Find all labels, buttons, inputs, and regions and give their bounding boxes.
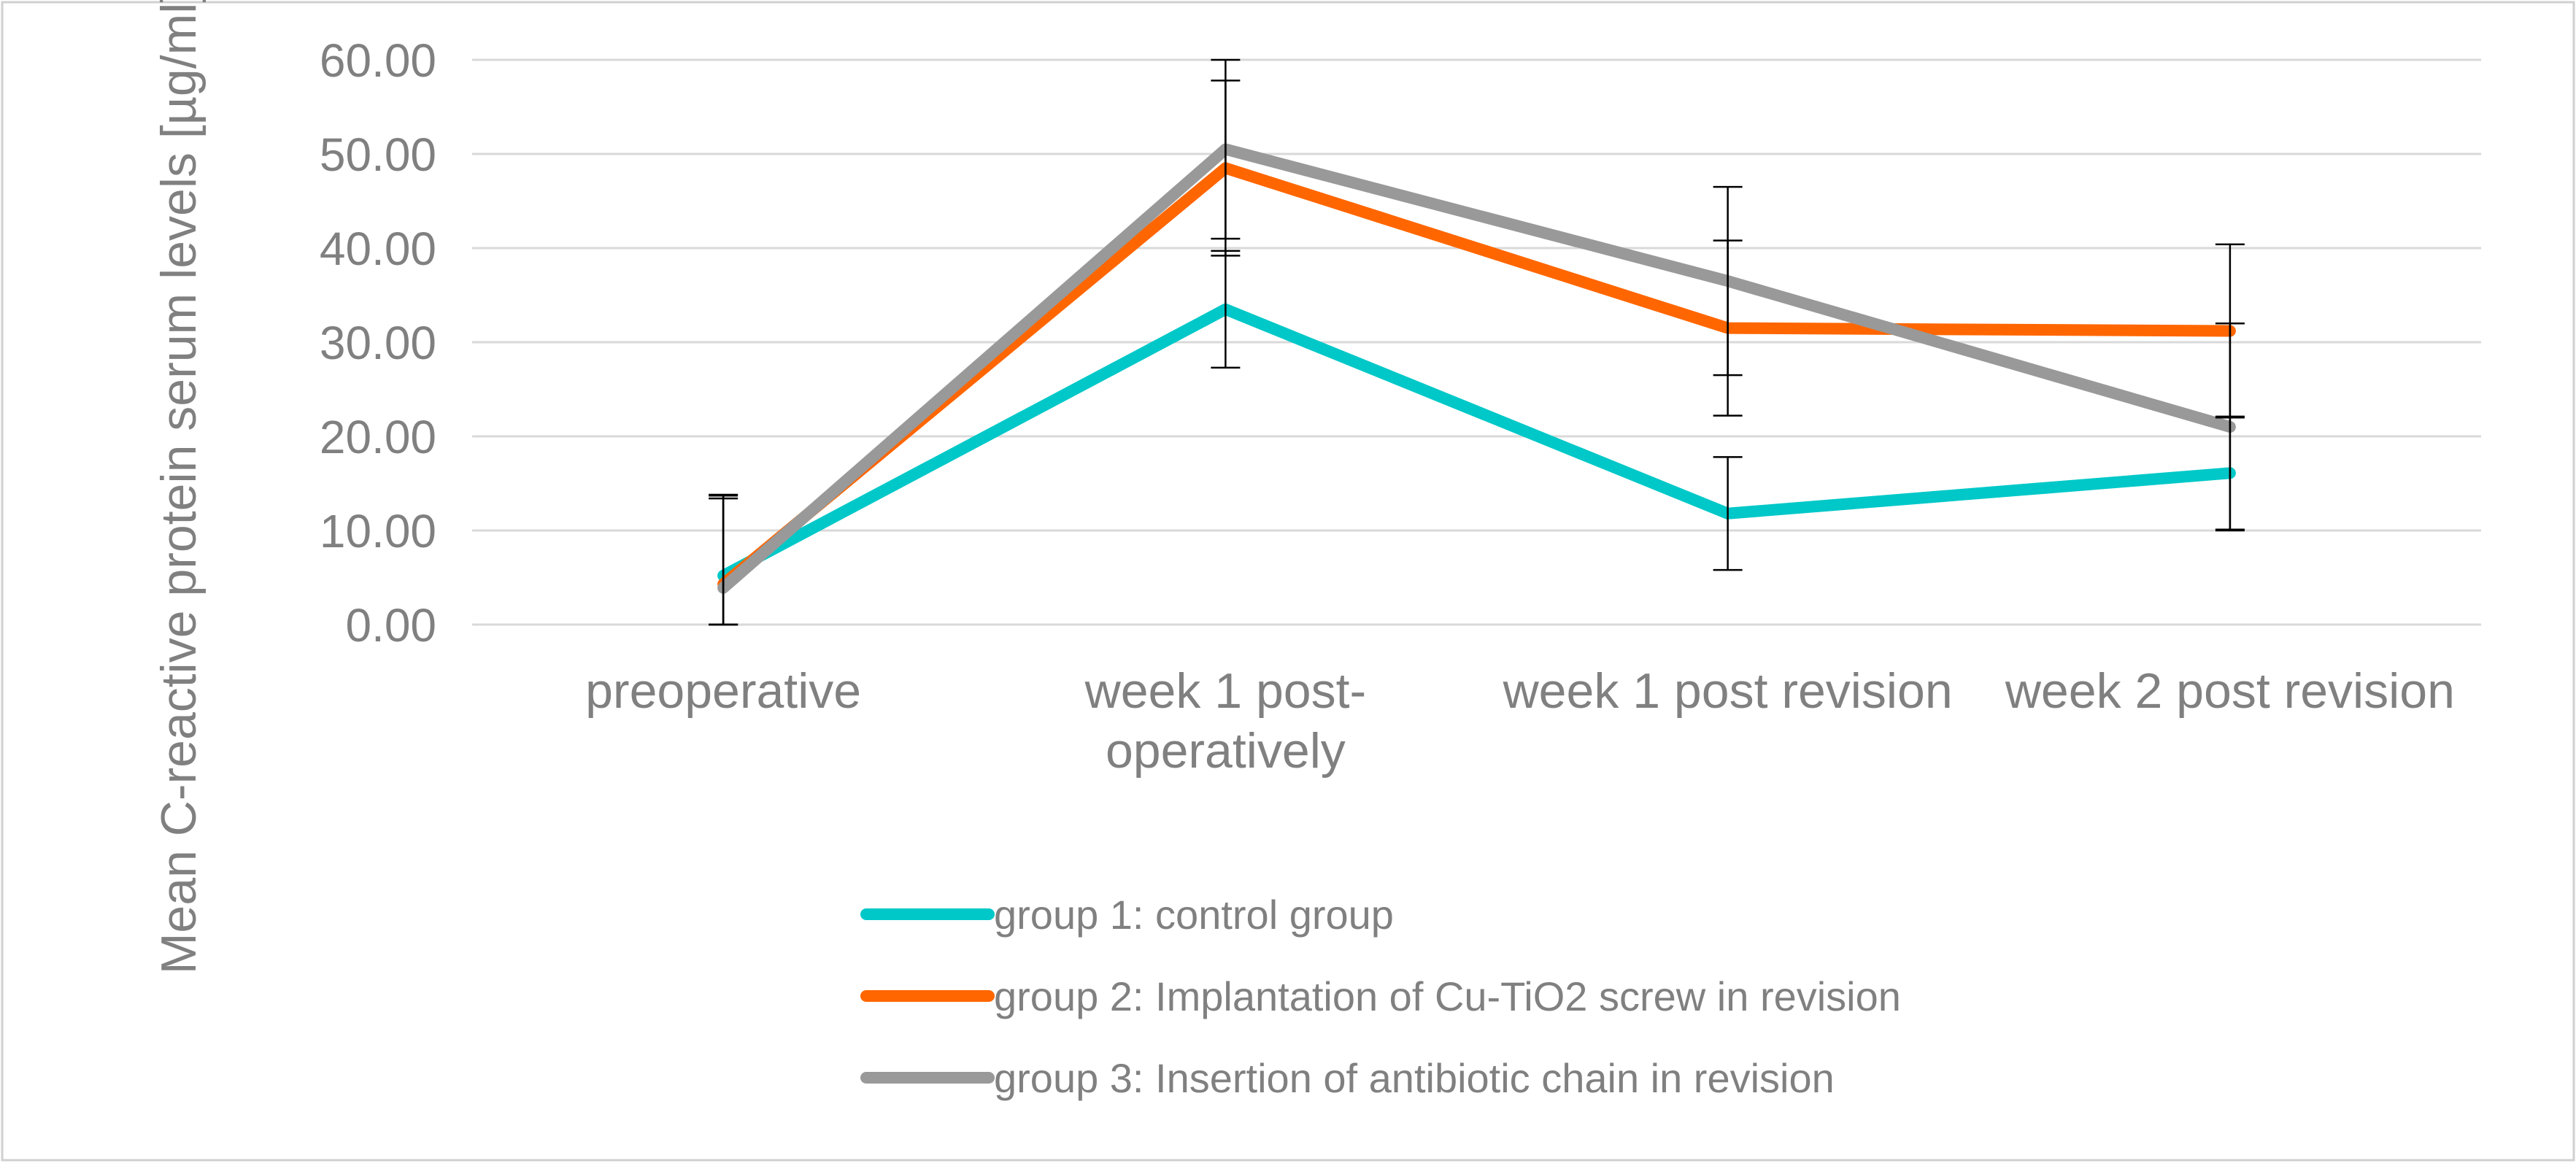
y-tick-label: 50.00 [320, 128, 436, 181]
legend: group 1: control group group 2: Implantat… [860, 892, 1901, 1101]
x-category-label: week 1 post- [1084, 663, 1367, 719]
y-tick-label: 30.00 [320, 317, 436, 369]
series-line-group-1 [717, 303, 2236, 582]
y-tick-labels: 0.00 10.00 20.00 30.00 40.00 50.00 60.00 [320, 34, 436, 652]
legend-label-group-1: group 1: control group [994, 892, 1394, 938]
x-category-label: operatively [1106, 723, 1346, 779]
y-tick-label: 10.00 [320, 505, 436, 557]
legend-label-group-3: group 3: Insertion of antibiotic chain i… [994, 1055, 1835, 1101]
x-category-labels: preoperative week 1 post-operatively week … [585, 663, 2455, 779]
x-category-label: week 1 post revision [1503, 663, 1953, 719]
y-axis-title: Mean C-reactive protein serum levels [µg… [151, 0, 207, 974]
y-tick-label: 0.00 [345, 599, 436, 652]
x-category-label: week 2 post revision [2005, 663, 2455, 719]
y-tick-label: 40.00 [320, 223, 436, 275]
error-bars [709, 58, 2245, 626]
y-tick-label: 20.00 [320, 411, 436, 463]
series-line-group-3 [717, 143, 2236, 594]
legend-label-group-2: group 2: Implantation of Cu-TiO2 screw i… [994, 973, 1901, 1019]
series-lines [717, 143, 2236, 594]
x-category-label: preoperative [585, 663, 861, 719]
y-tick-label: 60.00 [320, 34, 436, 87]
